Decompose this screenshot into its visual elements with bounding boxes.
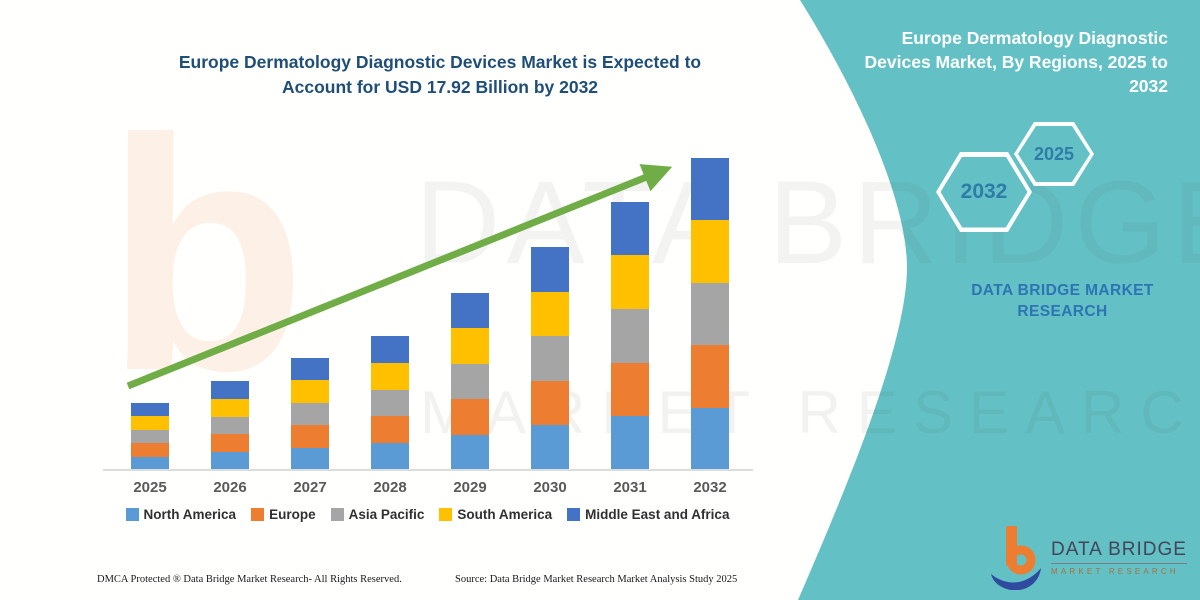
bar-segment-2025-south-america — [131, 416, 169, 430]
dbmr-logo-b-icon — [991, 526, 1041, 590]
bar-segment-2031-middle-east-and-africa — [611, 201, 649, 256]
legend-label: Asia Pacific — [348, 507, 425, 522]
bar-2026 — [211, 381, 249, 470]
x-axis-label-2028: 2028 — [373, 479, 407, 496]
bar-segment-2029-north-america — [451, 434, 489, 470]
bar-segment-2029-europe — [451, 399, 489, 435]
bar-segment-2031-south-america — [611, 255, 649, 309]
bar-segment-2026-south-america — [211, 398, 249, 417]
bar-segment-2030-middle-east-and-africa — [531, 247, 569, 292]
hexagon-2025-label: 2025 — [1018, 126, 1090, 182]
dbmr-logo-text: DATA BRIDGE MARKET RESEARCH — [1051, 539, 1187, 576]
bar-segment-2029-middle-east-and-africa — [451, 293, 489, 329]
bar-2028 — [371, 336, 409, 470]
bar-segment-2025-north-america — [131, 456, 169, 470]
x-axis-label-2027: 2027 — [293, 479, 327, 496]
bar-2031 — [611, 201, 649, 470]
chart-legend: North America Europe Asia Pacific South Ame… — [95, 507, 760, 522]
bar-segment-2028-asia-pacific — [371, 389, 409, 417]
bar-segment-2028-middle-east-and-africa — [371, 336, 409, 363]
side-panel-title-line1: Europe Dermatology Diagnostic — [901, 28, 1168, 48]
bar-segment-2032-north-america — [691, 407, 729, 470]
x-axis-label-2030: 2030 — [533, 479, 567, 496]
chart-title-line2: Account for USD 17.92 Billion by 2032 — [281, 76, 599, 97]
bar-segment-2030-south-america — [531, 291, 569, 337]
bar-segment-2030-europe — [531, 380, 569, 426]
bar-segment-2026-asia-pacific — [211, 416, 249, 435]
legend-label: Europe — [269, 507, 316, 522]
legend-label: South America — [457, 507, 553, 522]
legend-swatch-icon — [251, 508, 265, 521]
legend-swatch-icon — [330, 508, 344, 521]
x-axis-label-2032: 2032 — [693, 479, 727, 496]
legend-item-europe: Europe — [251, 507, 316, 522]
bar-segment-2031-north-america — [611, 416, 649, 470]
bar-segment-2027-middle-east-and-africa — [291, 357, 329, 380]
stacked-bar-chart — [105, 138, 753, 470]
bar-segment-2032-south-america — [691, 220, 729, 283]
bar-segment-2025-europe — [131, 443, 169, 457]
bar-segment-2027-europe — [291, 425, 329, 448]
bar-segment-2031-europe — [611, 362, 649, 417]
x-axis-labels: 2025 2026 2027 2028 2029 2030 2031 2032 — [105, 479, 753, 499]
legend-label: Middle East and Africa — [585, 507, 730, 522]
hexagon-2025: 2025 — [1014, 122, 1094, 186]
legend-swatch-icon — [125, 508, 139, 521]
bar-segment-2026-north-america — [211, 452, 249, 470]
bar-segment-2026-europe — [211, 434, 249, 453]
bar-segment-2026-middle-east-and-africa — [211, 381, 249, 399]
logo-tagline: MARKET RESEARCH — [1051, 566, 1179, 576]
bar-segment-2027-south-america — [291, 380, 329, 403]
source-text: Source: Data Bridge Market Research Mark… — [455, 574, 738, 585]
bar-segment-2028-europe — [371, 416, 409, 444]
bar-segment-2028-south-america — [371, 362, 409, 390]
legend-label: North America — [143, 507, 237, 522]
bar-segment-2031-asia-pacific — [611, 308, 649, 363]
bar-segment-2030-north-america — [531, 425, 569, 470]
chart-title-line1: Europe Dermatology Diagnostic Devices Ma… — [178, 52, 702, 72]
dbmr-logo: DATA BRIDGE MARKET RESEARCH — [985, 524, 1187, 590]
side-panel-title: Europe Dermatology Diagnostic Devices Ma… — [828, 26, 1168, 98]
x-axis-label-2025: 2025 — [133, 479, 167, 496]
bar-segment-2030-asia-pacific — [531, 336, 569, 381]
chart-title: Europe Dermatology Diagnostic Devices Ma… — [130, 50, 750, 100]
bar-2030 — [531, 247, 569, 470]
bar-segment-2029-south-america — [451, 328, 489, 364]
bar-2027 — [291, 357, 329, 470]
bar-segment-2025-middle-east-and-africa — [131, 403, 169, 417]
bar-segment-2027-asia-pacific — [291, 402, 329, 425]
bar-2032 — [691, 158, 729, 470]
hexagon-2032-label: 2032 — [940, 156, 1028, 228]
legend-item-south-america: South America — [439, 507, 552, 522]
bar-segment-2032-asia-pacific — [691, 282, 729, 346]
side-panel-brand-text: DATA BRIDGE MARKET RESEARCH — [971, 282, 1154, 320]
bar-segment-2027-north-america — [291, 447, 329, 470]
bar-segment-2028-north-america — [371, 443, 409, 470]
bar-segment-2025-asia-pacific — [131, 429, 169, 444]
bar-segment-2029-asia-pacific — [451, 363, 489, 400]
dmca-text: DMCA Protected ® Data Bridge Market Rese… — [97, 574, 402, 585]
x-axis-label-2031: 2031 — [613, 479, 647, 496]
bar-segment-2032-middle-east-and-africa — [691, 158, 729, 221]
legend-item-asia-pacific: Asia Pacific — [330, 507, 425, 522]
legend-item-north-america: North America — [125, 507, 237, 522]
x-axis-line — [103, 469, 753, 471]
side-panel-title-line3: 2032 — [1129, 76, 1168, 96]
logo-name: DATA BRIDGE — [1051, 539, 1187, 564]
bar-2025 — [131, 403, 169, 470]
x-axis-label-2026: 2026 — [213, 479, 247, 496]
side-panel-title-line2: Devices Market, By Regions, 2025 to — [864, 52, 1168, 72]
legend-item-middle-east-and-africa: Middle East and Africa — [567, 507, 729, 522]
bar-2029 — [451, 293, 489, 470]
bar-segment-2032-europe — [691, 345, 729, 408]
x-axis-label-2029: 2029 — [453, 479, 487, 496]
legend-swatch-icon — [439, 508, 453, 521]
legend-swatch-icon — [567, 508, 581, 521]
